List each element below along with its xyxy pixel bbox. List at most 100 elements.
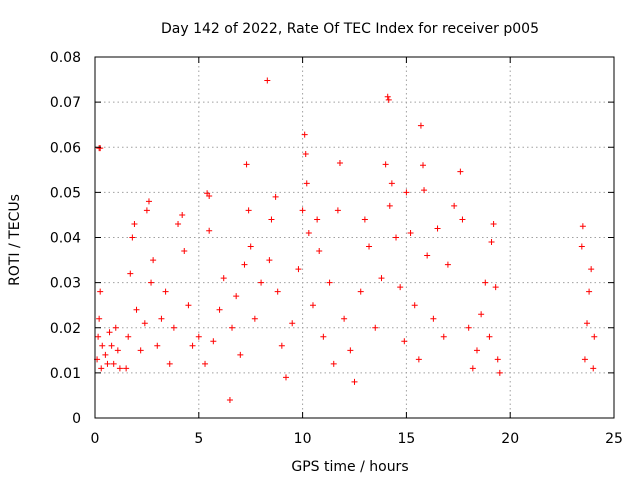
x-tick-label: 20 bbox=[501, 431, 519, 447]
data-point bbox=[309, 302, 316, 309]
data-point bbox=[158, 315, 165, 322]
data-point bbox=[125, 333, 132, 340]
data-point bbox=[591, 333, 598, 340]
data-point bbox=[98, 365, 105, 372]
data-point bbox=[420, 162, 427, 169]
data-point bbox=[488, 239, 495, 246]
data-point bbox=[351, 378, 358, 385]
data-point bbox=[326, 279, 333, 286]
data-points bbox=[94, 77, 598, 403]
data-point bbox=[241, 261, 248, 268]
data-point bbox=[274, 288, 281, 295]
data-point bbox=[104, 360, 111, 367]
grid bbox=[95, 57, 614, 418]
data-point bbox=[96, 315, 103, 322]
data-point bbox=[148, 279, 155, 286]
data-point bbox=[584, 320, 591, 327]
data-point bbox=[581, 356, 588, 363]
data-point bbox=[245, 207, 252, 214]
data-point bbox=[417, 122, 424, 129]
data-point bbox=[189, 342, 196, 349]
data-point bbox=[216, 306, 223, 313]
x-tick-label: 5 bbox=[194, 431, 203, 447]
data-point bbox=[407, 229, 414, 236]
data-point bbox=[185, 302, 192, 309]
data-point bbox=[251, 315, 258, 322]
data-point bbox=[266, 257, 273, 264]
y-tick-label: 0.04 bbox=[50, 231, 81, 247]
y-tick-labels: 0 0.01 0.02 0.03 0.04 0.05 0.06 0.07 0.08 bbox=[50, 50, 81, 427]
data-point bbox=[384, 93, 391, 100]
data-point bbox=[378, 275, 385, 282]
y-tick-label: 0.05 bbox=[50, 185, 81, 201]
data-point bbox=[424, 252, 431, 259]
y-tick-label: 0.07 bbox=[50, 95, 81, 111]
data-point bbox=[469, 365, 476, 372]
data-point bbox=[202, 360, 209, 367]
data-point bbox=[482, 279, 489, 286]
data-point bbox=[195, 333, 202, 340]
data-point bbox=[175, 220, 182, 227]
y-tick-label: 0.06 bbox=[50, 140, 81, 156]
data-point bbox=[110, 360, 117, 367]
data-point bbox=[316, 248, 323, 255]
data-point bbox=[434, 225, 441, 232]
data-point bbox=[301, 131, 308, 138]
y-tick-label: 0 bbox=[72, 411, 81, 427]
data-point bbox=[473, 347, 480, 354]
data-point bbox=[382, 161, 389, 168]
data-point bbox=[127, 270, 134, 277]
data-point bbox=[210, 338, 217, 345]
data-point bbox=[299, 207, 306, 214]
data-point bbox=[179, 211, 186, 218]
data-point bbox=[181, 248, 188, 255]
data-point bbox=[492, 284, 499, 291]
data-point bbox=[579, 223, 586, 230]
chart-title: Day 142 of 2022, Rate Of TEC Index for r… bbox=[161, 21, 539, 37]
data-point bbox=[112, 324, 119, 331]
data-point bbox=[206, 227, 213, 234]
data-point bbox=[258, 279, 265, 286]
data-point bbox=[247, 243, 254, 250]
data-point bbox=[226, 396, 233, 403]
data-point bbox=[388, 180, 395, 187]
data-point bbox=[106, 329, 113, 336]
data-point bbox=[459, 216, 466, 223]
y-tick-label: 0.08 bbox=[50, 50, 81, 66]
data-point bbox=[586, 288, 593, 295]
data-point bbox=[289, 320, 296, 327]
data-point bbox=[237, 351, 244, 358]
data-point bbox=[243, 161, 250, 168]
data-point bbox=[123, 365, 130, 372]
data-point bbox=[97, 288, 104, 295]
data-point bbox=[129, 234, 136, 241]
data-point bbox=[162, 288, 169, 295]
data-point bbox=[145, 198, 152, 205]
data-point bbox=[386, 202, 393, 209]
x-tick-label: 25 bbox=[605, 431, 623, 447]
data-point bbox=[170, 324, 177, 331]
x-tick-labels: 0 5 10 15 20 25 bbox=[91, 431, 623, 447]
y-tick-label: 0.03 bbox=[50, 276, 81, 292]
data-point bbox=[336, 160, 343, 167]
data-point bbox=[233, 293, 240, 300]
data-point bbox=[403, 189, 410, 196]
data-point bbox=[102, 351, 109, 358]
data-point bbox=[496, 369, 503, 376]
data-point bbox=[341, 315, 348, 322]
data-point bbox=[220, 275, 227, 282]
data-point bbox=[478, 311, 485, 318]
x-tick-label: 10 bbox=[294, 431, 312, 447]
x-tick-label: 0 bbox=[91, 431, 100, 447]
data-point bbox=[99, 342, 106, 349]
data-point bbox=[357, 288, 364, 295]
data-point bbox=[264, 77, 271, 84]
data-point bbox=[116, 365, 123, 372]
data-point bbox=[114, 347, 121, 354]
data-point bbox=[578, 243, 585, 250]
data-point bbox=[347, 347, 354, 354]
data-point bbox=[411, 302, 418, 309]
data-point bbox=[143, 207, 150, 214]
data-point bbox=[295, 266, 302, 273]
